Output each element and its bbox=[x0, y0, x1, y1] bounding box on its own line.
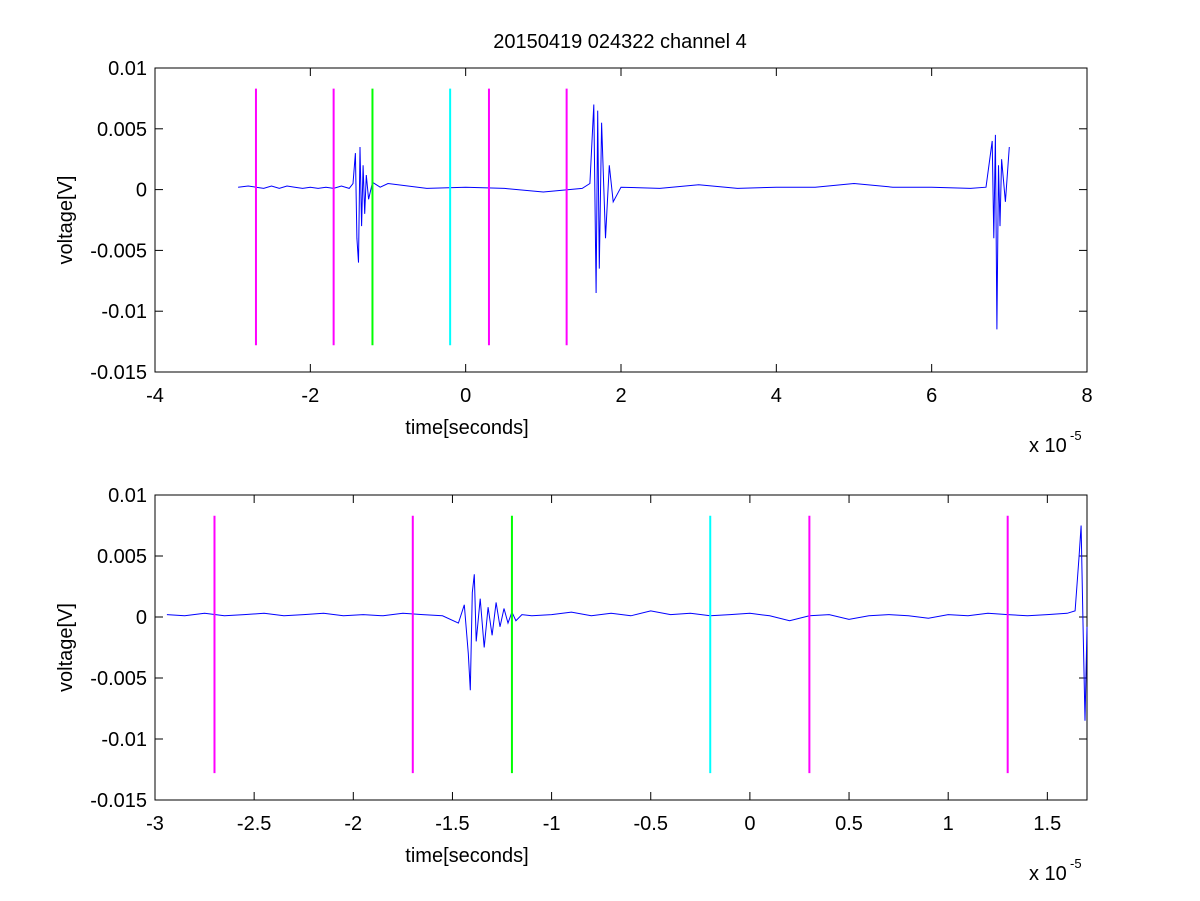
x-tick-label: 6 bbox=[926, 385, 937, 407]
y-axis-label: voltage[V] bbox=[55, 176, 77, 265]
y-tick-label: -0.005 bbox=[90, 668, 147, 690]
y-tick-label: -0.015 bbox=[90, 790, 147, 812]
x-tick-label: 1 bbox=[943, 813, 954, 835]
x-tick-label: -1 bbox=[543, 813, 561, 835]
y-tick-label: -0.015 bbox=[90, 362, 147, 384]
x-tick-label: -2.5 bbox=[237, 813, 271, 835]
y-tick-label: 0.005 bbox=[97, 546, 147, 568]
y-tick-label: 0.01 bbox=[108, 485, 147, 507]
signal-series-line bbox=[166, 525, 1088, 721]
x-tick-label: 1.5 bbox=[1033, 813, 1061, 835]
top-plot: 0.01 0.005 0 -0.005 -0.01 -0.015-4 -2 0 2 4 6 8 time… bbox=[55, 58, 1093, 457]
y-axis-label: voltage[V] bbox=[55, 603, 77, 692]
y-tick-label: -0.01 bbox=[101, 729, 147, 751]
x-tick-label: -4 bbox=[146, 385, 164, 407]
x-axis-label: time[seconds] bbox=[405, 417, 528, 439]
x-tick-label: -2 bbox=[301, 385, 319, 407]
x-scale-exponent-label: -5 bbox=[1070, 428, 1082, 443]
x-tick-label: 0 bbox=[460, 385, 471, 407]
x-scale-factor-label: x 10 bbox=[1029, 435, 1067, 457]
x-tick-label: 0 bbox=[744, 813, 755, 835]
x-tick-label: -1.5 bbox=[435, 813, 469, 835]
y-tick-label: 0.005 bbox=[97, 119, 147, 141]
y-tick-label: 0 bbox=[136, 607, 147, 629]
bottom-plot: 0.01 0.005 0 -0.005 -0.01 -0.015-3 -2.5 -2 -1.5 -… bbox=[55, 485, 1088, 885]
x-axis-label: time[seconds] bbox=[405, 845, 528, 867]
x-tick-label: -3 bbox=[146, 813, 164, 835]
x-tick-label: 8 bbox=[1081, 385, 1092, 407]
y-tick-label: -0.01 bbox=[101, 301, 147, 323]
x-scale-exponent-label: -5 bbox=[1070, 856, 1082, 871]
x-tick-label: -0.5 bbox=[634, 813, 668, 835]
signal-series-line bbox=[238, 104, 1010, 330]
x-scale-factor-label: x 10 bbox=[1029, 863, 1067, 885]
x-tick-label: 0.5 bbox=[835, 813, 863, 835]
y-tick-label: 0 bbox=[136, 180, 147, 202]
x-tick-label: 2 bbox=[615, 385, 626, 407]
x-tick-label: 4 bbox=[771, 385, 782, 407]
chart-title: 20150419 024322 channel 4 bbox=[493, 31, 747, 53]
x-tick-label: -2 bbox=[344, 813, 362, 835]
y-tick-label: 0.01 bbox=[108, 58, 147, 80]
y-tick-label: -0.005 bbox=[90, 240, 147, 262]
